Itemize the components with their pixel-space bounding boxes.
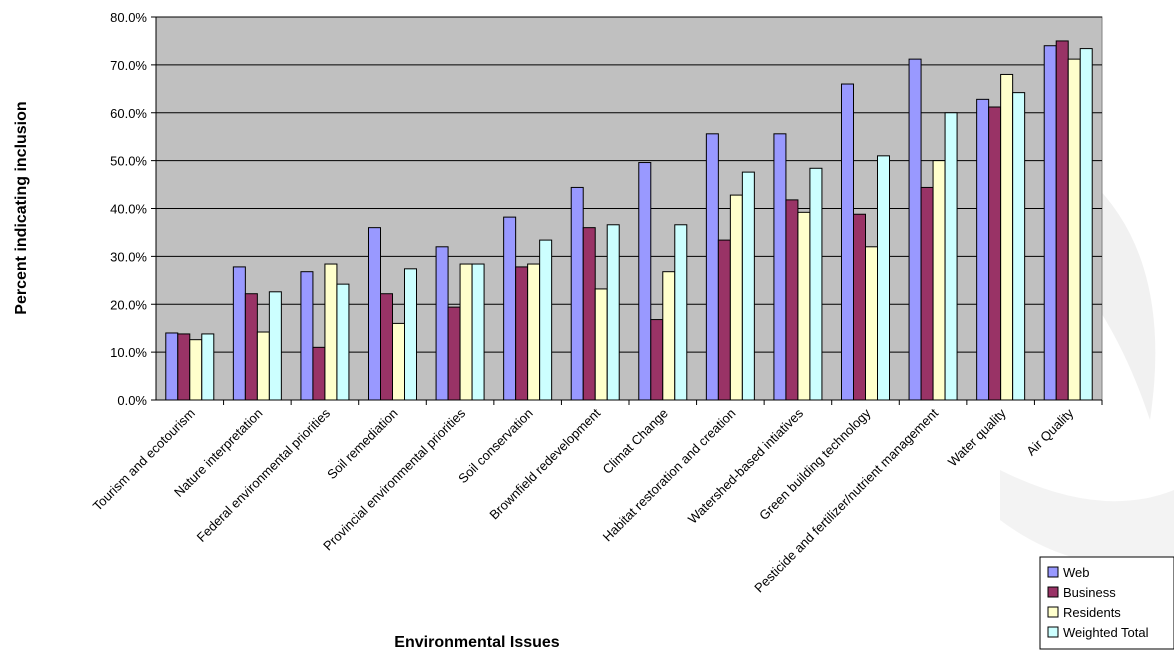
y-tick-label: 70.0% [110, 58, 147, 73]
y-tick-label: 10.0% [110, 345, 147, 360]
legend-box [1039, 556, 1174, 650]
y-tick-label: 20.0% [110, 297, 147, 312]
legend-swatch [1047, 566, 1059, 578]
bar-business [920, 186, 934, 401]
x-axis-title: Environmental Issues [394, 634, 559, 651]
bar-weighted-total [404, 268, 417, 401]
bar-business [177, 333, 191, 401]
bar-residents [932, 160, 946, 401]
y-tick-label: 0.0% [117, 393, 147, 408]
bar-business [582, 227, 596, 401]
legend-swatch [1047, 586, 1059, 598]
bar-weighted-total [539, 239, 553, 401]
bar-web [976, 98, 990, 401]
x-tick-label: Water quality [945, 405, 1009, 469]
y-tick-label: 80.0% [110, 10, 147, 25]
y-tick-label: 30.0% [110, 249, 147, 264]
bar-web [773, 133, 787, 401]
y-tick-label: 50.0% [110, 154, 147, 169]
bar-business [785, 199, 799, 401]
bar-web [435, 246, 449, 401]
bar-business [447, 306, 461, 401]
bar-web [908, 58, 922, 401]
legend-label: Web [1063, 565, 1090, 580]
bar-weighted-total [1079, 48, 1093, 401]
bar-web [503, 216, 517, 401]
x-tick-label: Habitat restoration and creation [600, 406, 739, 545]
legend: Web Business Residents Weighted Total [1039, 556, 1174, 650]
x-tick-label: Air Quality [1023, 405, 1076, 458]
bar-business [853, 213, 866, 401]
y-axis-ticks: 0.0% 10.0% 20.0% 30.0% 40.0% 50.0% 60.0% 70.0% 8… [110, 10, 156, 408]
bar-business [244, 293, 258, 401]
bar-business [717, 239, 731, 401]
x-tick-label: Federal environmental priorities [194, 405, 334, 545]
bar-residents [865, 246, 878, 401]
bar-residents [729, 194, 743, 401]
x-tick-label: Climat Change [599, 406, 670, 477]
bar-residents [1000, 73, 1014, 401]
bar-residents [324, 263, 338, 401]
bar-weighted-total [809, 167, 823, 401]
bar-web [705, 133, 719, 401]
bar-weighted-total [1012, 92, 1026, 401]
bar-web [1043, 45, 1057, 401]
bar-business [650, 319, 664, 401]
legend-swatch [1047, 606, 1059, 618]
legend-label: Business [1063, 585, 1116, 600]
bar-business [515, 266, 529, 401]
bar-web [841, 83, 854, 401]
bar-weighted-total [268, 291, 282, 401]
bar-weighted-total [944, 112, 958, 401]
bar-residents [662, 271, 676, 401]
bar-residents [256, 331, 270, 401]
bar-business [988, 106, 1002, 401]
bar-web [165, 332, 179, 401]
x-tick-label: Green building technology [756, 405, 874, 523]
bar-residents [459, 263, 473, 401]
bar-weighted-total [741, 171, 755, 401]
bar-weighted-total [877, 155, 890, 401]
x-tick-label: Brownfield redevelopment [486, 405, 603, 522]
x-tick-label: Soil remediation [324, 406, 401, 483]
legend-label: Residents [1063, 605, 1121, 620]
bar-business [1055, 40, 1069, 401]
bar-weighted-total [471, 263, 485, 401]
bar-web [368, 227, 381, 401]
bar-web [638, 162, 652, 401]
bar-residents [189, 339, 203, 401]
bar-weighted-total [201, 333, 215, 401]
bar-residents [594, 288, 608, 401]
bar-weighted-total [336, 283, 350, 401]
y-tick-label: 40.0% [110, 202, 147, 217]
bar-residents [1067, 58, 1081, 401]
y-axis-title: Percent indicating inclusion [13, 101, 30, 314]
bar-web [232, 266, 246, 401]
bar-web [570, 186, 584, 401]
bar-web [300, 271, 314, 401]
bar-weighted-total [606, 224, 620, 401]
y-tick-label: 60.0% [110, 106, 147, 121]
bar-weighted-total [674, 224, 688, 401]
bar-residents [527, 263, 541, 401]
x-tick-label: Watershed-based intiatives [685, 405, 806, 526]
legend-label: Weighted Total [1063, 625, 1149, 640]
legend-swatch [1047, 626, 1059, 638]
bar-residents [797, 211, 811, 401]
bar-business [380, 293, 393, 401]
bar-business [312, 346, 326, 401]
bar-residents [392, 322, 405, 401]
x-tick-label: Provincial environmental priorities [320, 405, 468, 553]
